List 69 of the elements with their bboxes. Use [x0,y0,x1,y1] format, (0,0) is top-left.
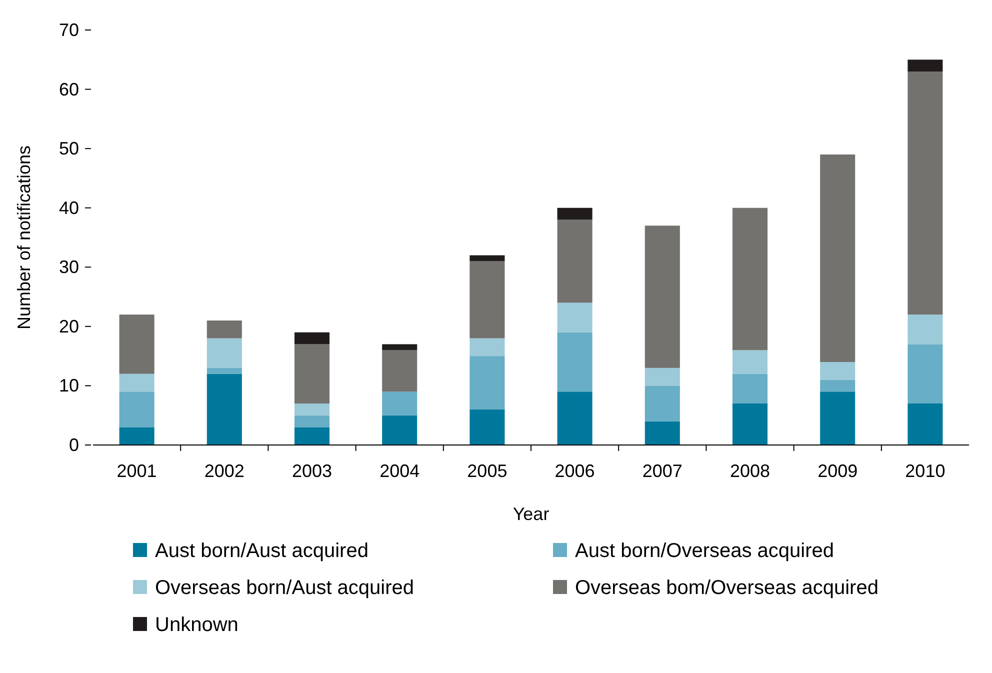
bar [119,374,154,392]
bar [382,344,418,350]
x-tick-label: 2004 [380,461,420,481]
legend-label: Aust born/Overseas acquired [575,540,834,562]
bar [644,368,680,386]
bar [470,409,505,445]
x-tick-label: 2003 [292,461,332,481]
y-axis-title: Number of notifications [14,145,34,330]
bar [732,374,768,404]
x-tick-label: 2006 [554,461,595,481]
x-tick-label: 2009 [818,461,858,481]
bar [382,415,418,445]
bar [644,386,680,422]
x-axis-title: Year [512,504,550,524]
x-tick-label: 2007 [642,461,682,481]
bar [206,338,242,368]
bar [820,154,856,362]
legend-label: Unknown [155,614,238,636]
bar [908,404,943,445]
y-tick-label: 30 [58,257,79,278]
bar [470,255,505,262]
y-tick-label: 10 [58,376,79,396]
bar [470,356,505,410]
bar [119,314,154,374]
bar [908,344,943,404]
bar [820,362,856,380]
x-tick-label: 2008 [730,461,770,481]
bar [294,404,330,416]
legend-label: Overseas bom/Overseas acquired [575,577,878,599]
bar [557,208,592,220]
x-tick-label: 2010 [905,461,946,481]
y-tick-label: 40 [58,198,79,218]
legend-label: Overseas born/Aust acquired [155,577,414,599]
bar [908,72,943,315]
bar [206,320,242,338]
bar [119,427,154,445]
legend-label: Aust born/Aust acquired [155,540,368,562]
bar [557,302,592,332]
bar [382,392,418,416]
bar [732,350,768,374]
bar [470,338,505,356]
bar [470,261,505,338]
bar [206,368,242,374]
x-tick-label: 2001 [116,461,157,481]
bar [820,392,856,445]
bar [644,226,680,368]
bar [732,208,768,350]
bar [557,220,592,303]
y-tick-label: 0 [68,435,79,455]
bar [294,344,330,404]
bar [119,392,154,428]
x-tick-label: 2002 [204,461,244,481]
x-tick-label: 2005 [467,461,508,481]
bar [908,60,943,72]
bar [820,380,856,392]
y-tick-label: 20 [58,316,79,336]
y-tick-label: 50 [58,138,79,159]
bar [644,421,680,445]
bar [908,314,943,344]
bar [557,332,592,392]
bar [557,392,592,445]
bar [294,332,330,344]
bar [294,427,330,445]
bar [732,404,768,445]
bar [294,415,330,428]
bar [382,350,418,392]
y-tick-label: 70 [58,20,79,40]
y-tick-label: 60 [58,79,79,100]
bar [206,374,242,445]
